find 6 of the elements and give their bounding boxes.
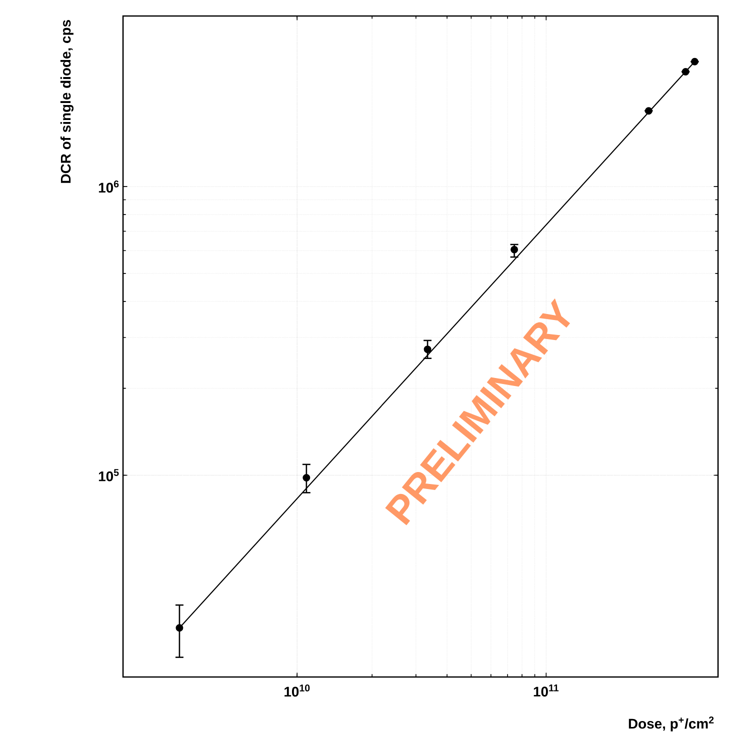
x-axis-title: Dose, p$^{+}$/cm$^{2}$: [628, 716, 714, 732]
y-tick-label: 10$^{5}$: [98, 469, 119, 482]
y-tick-label: 10$^{6}$: [98, 180, 119, 193]
x-tick-label: 10$^{10}$: [284, 684, 310, 697]
y-axis-title: DCR of single diode, cps: [60, 20, 74, 183]
x-tick-label: 10$^{11}$: [534, 684, 559, 697]
